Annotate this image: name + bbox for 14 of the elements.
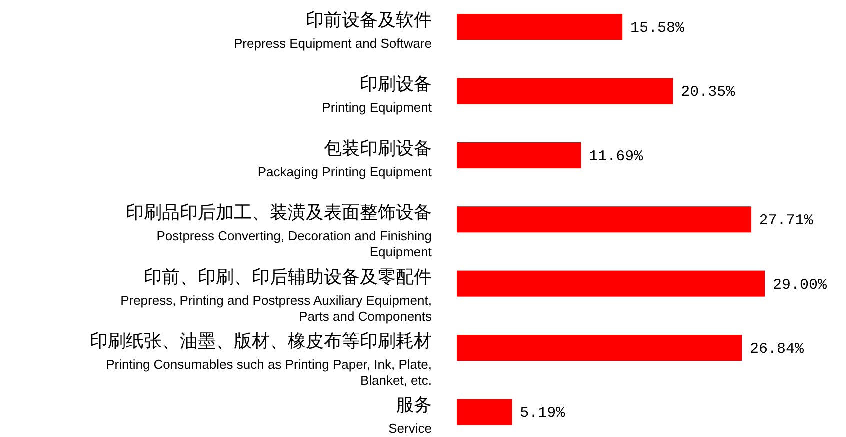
y-tick-label: 印刷纸张、油墨、版材、橡皮布等印刷耗材 Printing Consumables such as Printing Paper, Ink, Plate, Blanket, etc.: [90, 331, 432, 388]
y-tick-label: 印前设备及软件 Prepress Equipment and Software: [234, 10, 432, 51]
data-label: 26.84%: [750, 341, 806, 358]
y-tick-label: 包装印刷设备 Packaging Printing Equipment: [258, 138, 432, 180]
data-label: 15.58%: [630, 20, 686, 37]
data-label: 20.35%: [681, 84, 736, 102]
y-tick-label: 服务 Service: [388, 395, 432, 436]
data-label: 5.19%: [520, 405, 566, 422]
data-label: 11.69%: [589, 148, 644, 166]
y-tick-label: 印刷品印后加工、装潢及表面整饰设备 Postpress Converting, Decoration and Finishing Equipment: [126, 202, 432, 260]
y-tick-label: 印前、印刷、印后辅助设备及零配件 Prepress, Printing and Postpress Auxiliary Equipment, Parts and Components: [120, 266, 432, 324]
data-label: 29.00%: [773, 276, 828, 294]
data-label: 27.71%: [759, 212, 814, 230]
y-tick-label: 印刷设备 Printing Equipment: [322, 74, 432, 116]
